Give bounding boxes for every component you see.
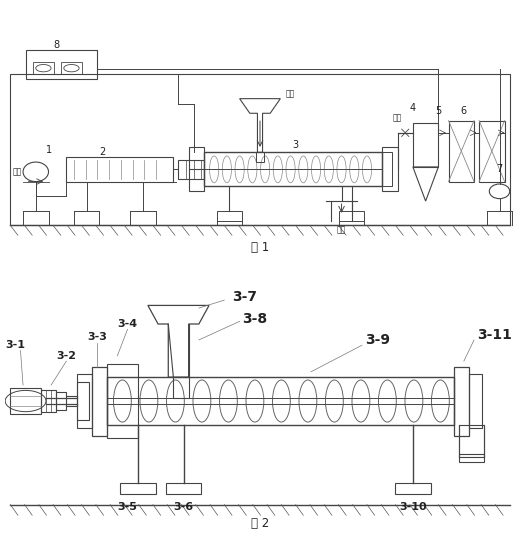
Text: 3-4: 3-4: [118, 319, 138, 329]
Text: 3-1: 3-1: [5, 340, 25, 350]
Bar: [217, 211, 242, 221]
Bar: [25, 50, 97, 79]
Text: 出土: 出土: [337, 226, 346, 235]
Text: 3: 3: [293, 140, 298, 150]
Bar: [76, 375, 92, 428]
Bar: [449, 121, 474, 182]
Text: 3-6: 3-6: [174, 502, 193, 512]
Text: 3-3: 3-3: [87, 332, 107, 343]
Bar: [395, 483, 431, 494]
Bar: [189, 147, 204, 191]
Bar: [33, 62, 54, 74]
Bar: [382, 147, 398, 191]
Bar: [453, 366, 469, 436]
Text: 3-2: 3-2: [56, 351, 76, 361]
Bar: [61, 62, 82, 74]
Text: 5: 5: [435, 106, 441, 116]
Text: 图 1: 图 1: [251, 241, 269, 254]
Bar: [166, 483, 201, 494]
Bar: [107, 364, 138, 438]
Bar: [479, 121, 504, 182]
Bar: [382, 152, 393, 186]
Bar: [459, 454, 484, 462]
Bar: [92, 366, 107, 436]
Bar: [469, 375, 482, 428]
Bar: [339, 211, 365, 221]
Text: 8: 8: [53, 40, 59, 50]
Text: 3-7: 3-7: [232, 291, 257, 305]
Bar: [256, 152, 264, 162]
Bar: [10, 388, 41, 414]
Bar: [67, 157, 173, 182]
Text: 3-8: 3-8: [242, 312, 267, 326]
Text: 3-5: 3-5: [118, 502, 137, 512]
Text: 4: 4: [410, 104, 416, 113]
Bar: [120, 483, 155, 494]
Bar: [413, 123, 438, 167]
Bar: [76, 383, 89, 420]
Text: 空气: 空气: [13, 167, 22, 176]
Text: 7: 7: [497, 164, 503, 175]
Text: 2: 2: [99, 147, 105, 157]
Bar: [107, 377, 453, 425]
Text: 图 2: 图 2: [251, 517, 269, 530]
Text: 1: 1: [45, 145, 51, 155]
Bar: [204, 152, 382, 186]
Bar: [56, 392, 67, 410]
Text: 3-10: 3-10: [399, 502, 427, 512]
Bar: [173, 377, 189, 398]
Bar: [178, 160, 204, 179]
Text: 3-11: 3-11: [477, 327, 512, 341]
Text: 尾气: 尾气: [393, 114, 402, 122]
Text: 3-9: 3-9: [365, 333, 389, 347]
Text: 6: 6: [461, 106, 467, 116]
Bar: [41, 390, 56, 412]
Bar: [459, 425, 484, 457]
Bar: [10, 74, 510, 225]
Text: 进土: 进土: [285, 89, 295, 98]
